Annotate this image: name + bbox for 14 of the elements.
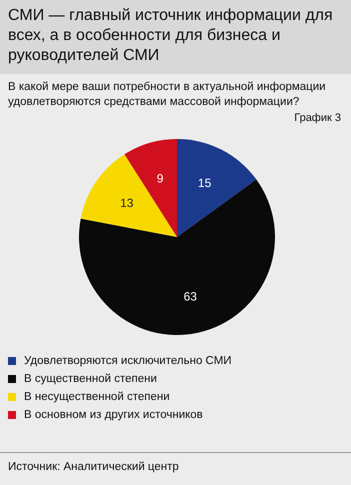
- legend-label: Удовлетворяются исключительно СМИ: [24, 355, 232, 367]
- data-label: 63: [184, 289, 198, 304]
- legend-label: В существенной степени: [24, 373, 157, 385]
- text: Источник: Аналитический центр: [8, 461, 180, 473]
- pie-slice: [177, 139, 256, 237]
- pie-slice: [80, 154, 177, 237]
- data-label: 13: [120, 196, 134, 210]
- chart-subtitle: В какой мере ваши потребности в актуальной информации удовлетворяются средствами массовой информации?: [7, 80, 327, 110]
- data-label: 9: [156, 172, 164, 186]
- chart-title: СМИ — главный источник информации для всех, а в особенности для бизнеса и руководителей СМИ: [0, 0, 351, 74]
- text: График 3: [294, 112, 341, 124]
- legend-label: В основном из других источников: [24, 409, 203, 421]
- legend-label: В несущественной степени: [24, 391, 170, 403]
- data-label: 15: [198, 176, 212, 190]
